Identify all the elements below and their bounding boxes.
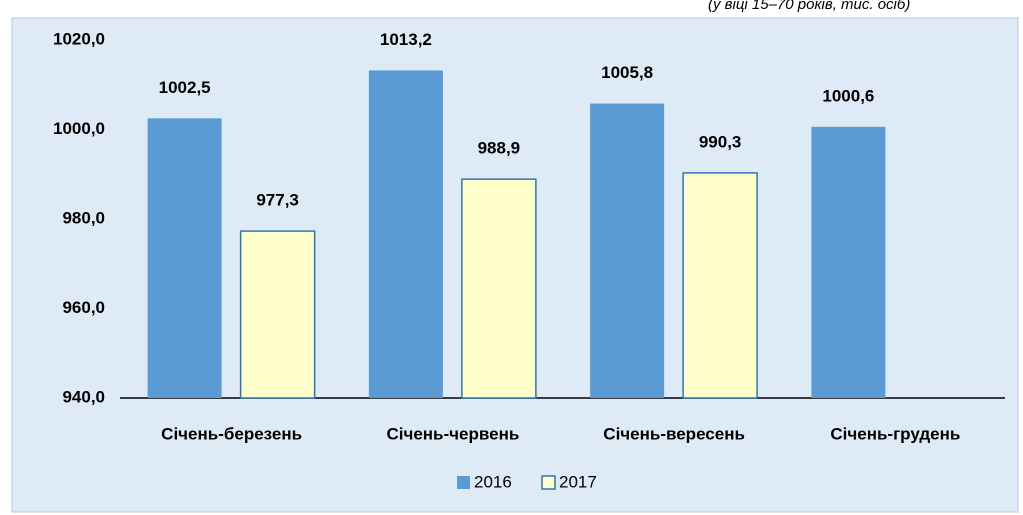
value-label: 990,3 xyxy=(699,132,742,151)
value-label: 977,3 xyxy=(256,191,299,210)
x-tick-label: Січень-вересень xyxy=(603,424,745,443)
x-tick-label: Січень-березень xyxy=(161,424,302,443)
value-label: 1002,5 xyxy=(159,78,211,97)
y-tick-label: 940,0 xyxy=(62,387,105,406)
value-label: 1000,6 xyxy=(822,86,874,105)
y-tick-label: 1000,0 xyxy=(53,119,105,138)
value-label: 1005,8 xyxy=(601,63,653,82)
legend-swatch xyxy=(457,476,470,489)
legend-label: 2016 xyxy=(474,472,512,491)
bar xyxy=(811,126,886,398)
legend-label: 2017 xyxy=(559,472,597,491)
x-tick-label: Січень-грудень xyxy=(830,424,960,443)
y-tick-label: 980,0 xyxy=(62,208,105,227)
bar xyxy=(461,178,537,399)
chart-subtitle: (у віці 15–70 років, тис. осіб) xyxy=(708,0,910,13)
value-label: 1013,2 xyxy=(380,30,432,49)
bar xyxy=(682,172,758,399)
y-tick-label: 960,0 xyxy=(62,298,105,317)
bar xyxy=(147,118,222,398)
bar xyxy=(239,230,316,399)
y-tick-label: 1020,0 xyxy=(53,29,105,48)
bar xyxy=(590,103,665,399)
x-tick-label: Січень-червень xyxy=(386,424,519,443)
value-label: 988,9 xyxy=(478,139,521,158)
bar xyxy=(368,70,443,399)
legend-swatch xyxy=(541,475,556,490)
